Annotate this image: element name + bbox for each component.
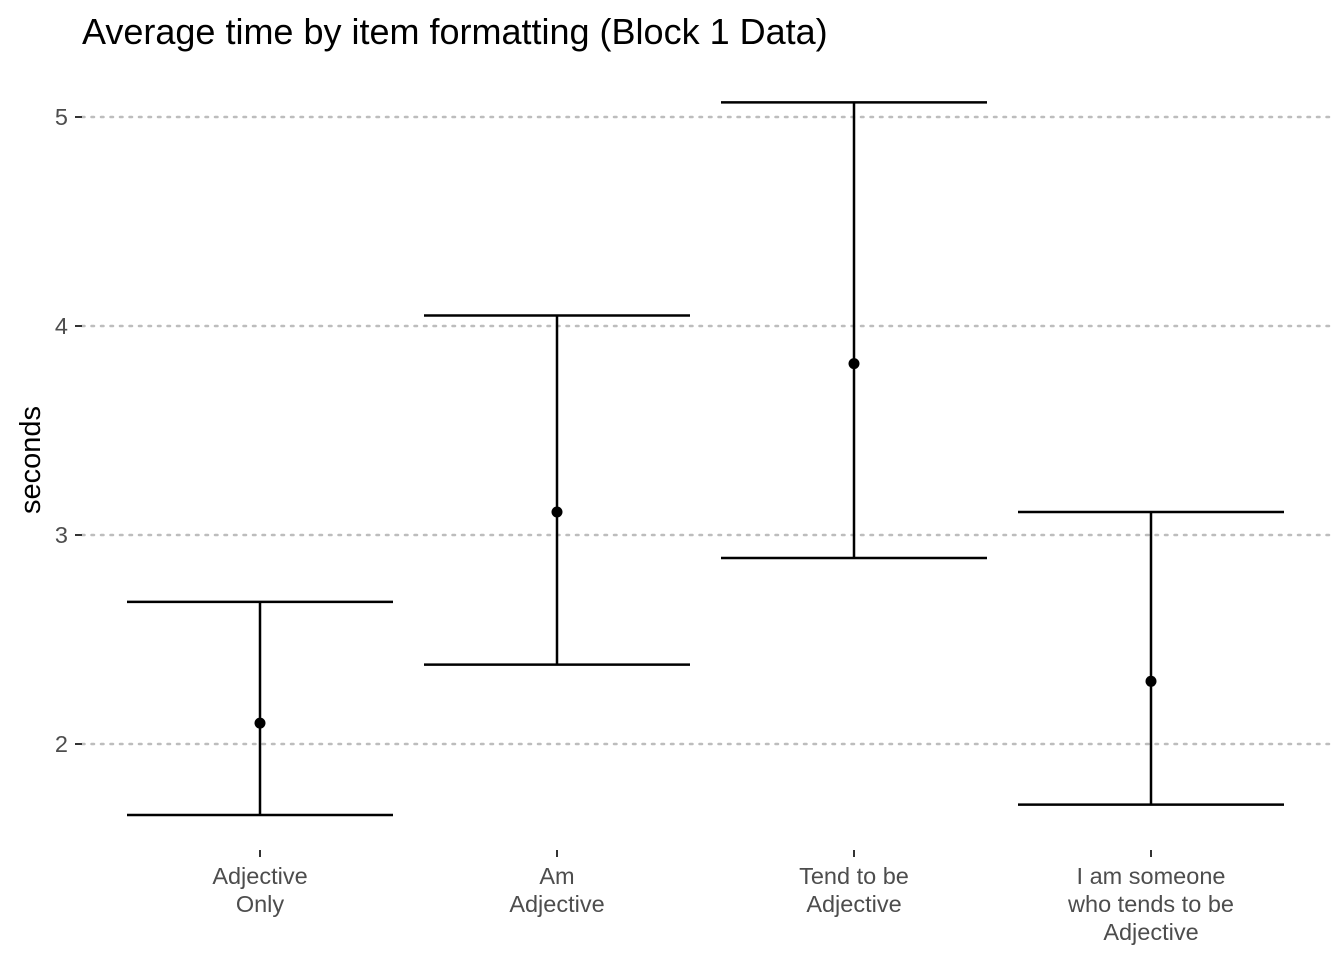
y-tick-label: 2	[55, 731, 68, 757]
x-tick-label-line: Adjective	[1103, 919, 1198, 945]
x-tick-label: Tend to be Adjective	[799, 863, 909, 917]
x-tick-label-line: Adjective	[806, 891, 901, 917]
mean-point	[551, 506, 563, 518]
x-tick-label: I am someone who tends to be Adjective	[1067, 863, 1234, 945]
x-tick-label: Adjective Only	[212, 863, 307, 917]
x-tick-label-line: Adjective	[212, 863, 307, 889]
y-tick-label: 4	[55, 313, 68, 339]
y-tick-label: 5	[55, 104, 68, 130]
y-axis-title: seconds	[15, 406, 47, 514]
mean-point	[254, 717, 266, 729]
chart-title: Average time by item formatting (Block 1…	[82, 11, 828, 52]
marks-layer	[127, 101, 1284, 817]
x-tick-label-line: who tends to be	[1067, 891, 1234, 917]
mean-point	[848, 358, 860, 370]
grid-layer	[80, 115, 1332, 746]
mean-point	[1145, 675, 1157, 687]
x-tick-label-line: Am	[539, 863, 574, 889]
x-tick-label-line: I am someone	[1077, 863, 1226, 889]
x-tick-label-line: Only	[236, 891, 285, 917]
x-tick-label-line: Tend to be	[799, 863, 909, 889]
x-tick-label: Am Adjective	[509, 863, 604, 917]
y-tick-label: 3	[55, 522, 68, 548]
x-tick-label-line: Adjective	[509, 891, 604, 917]
